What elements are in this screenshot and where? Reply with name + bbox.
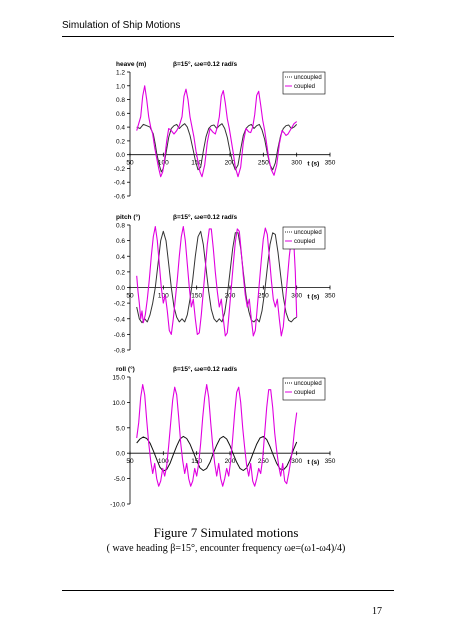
chart3-x-axis-label: t (s) — [307, 459, 319, 466]
chart1-y-tick-label: 1.0 — [116, 83, 125, 90]
chart1-legend-label-coupled: coupled — [294, 84, 315, 90]
figure-caption-subtitle: ( wave heading β=15°, encounter frequenc… — [106, 543, 346, 554]
chart2-x-tick-label: 350 — [325, 293, 336, 300]
chart3-y-tick-label: -10.0 — [110, 502, 125, 509]
chart1-y-tick-label: 0.2 — [116, 138, 125, 145]
chart3-legend-label-coupled: coupled — [294, 390, 315, 396]
chart3-legend-label-uncoupled: uncoupled — [294, 381, 322, 387]
chart1-y-axis-label: heave (m) — [116, 61, 146, 68]
chart3-y-tick-label: -5.0 — [114, 476, 126, 483]
chart1-y-tick-label: 0.0 — [116, 152, 125, 159]
header-rule — [62, 36, 394, 37]
page-number: 17 — [372, 606, 382, 617]
chart1-series-line-coupled — [136, 85, 298, 178]
chart2-y-tick-label: 0.6 — [116, 238, 125, 245]
chart2-x-tick-label: 250 — [258, 293, 269, 300]
chart3-series-line-uncoupled — [136, 435, 298, 472]
chart2-y-tick-label: -0.2 — [114, 301, 126, 308]
chart3-x-tick-label: 50 — [126, 458, 134, 465]
chart2-legend-box — [282, 226, 326, 250]
chart1-x-tick-label: 150 — [191, 160, 202, 167]
chart3-series-line-coupled — [136, 384, 298, 487]
chart1-y-tick-label: -0.6 — [114, 194, 126, 201]
chart1-x-axis-label: t (s) — [307, 161, 319, 168]
chart1-y-tick-label: 1.2 — [116, 70, 125, 77]
chart3-y-tick-label: 10.0 — [112, 400, 125, 407]
chart3-legend-box — [282, 377, 326, 401]
chart1-x-tick-label: 250 — [258, 160, 269, 167]
chart2-y-tick-label: 0.4 — [116, 254, 125, 261]
chart1-x-tick-label: 200 — [225, 160, 236, 167]
chart2-x-axis-label: t (s) — [307, 294, 319, 301]
chart3-y-tick-label: 0.0 — [116, 451, 125, 458]
chart1-y-tick-label: 0.8 — [116, 97, 125, 104]
chart1-x-tick-label: 50 — [126, 160, 134, 167]
chart1-y-tick-label: -0.2 — [114, 166, 126, 173]
chart2-x-tick-label: 300 — [291, 293, 302, 300]
chart3-y-axis-label: roll (°) — [116, 365, 135, 373]
chart3-annotation: β=15°, ωe=0.12 rad/s — [173, 365, 237, 373]
chart2-y-tick-label: -0.6 — [114, 332, 126, 339]
chart2-y-tick-label: -0.4 — [114, 316, 126, 323]
chart1-x-tick-label: 350 — [325, 160, 336, 167]
chart2-legend-label-coupled: coupled — [294, 239, 315, 245]
chart2-y-tick-label: 0.0 — [116, 285, 125, 292]
chart2-series-line-uncoupled — [136, 230, 297, 324]
chart2-annotation: β=15°, ωe=0.12 rad/s — [173, 213, 237, 221]
chart1-x-tick-label: 300 — [291, 160, 302, 167]
chart1-y-tick-label: 0.6 — [116, 111, 125, 118]
chart3-x-tick-label: 300 — [291, 458, 302, 465]
chart3-y-tick-label: 5.0 — [116, 425, 125, 432]
chart2-y-tick-label: 0.8 — [116, 223, 125, 230]
chart2-x-tick-label: 100 — [158, 293, 169, 300]
chart3-x-tick-label: 100 — [158, 458, 169, 465]
chart1-legend-label-uncoupled: uncoupled — [294, 75, 322, 81]
chart1-annotation: β=15°, ωe=0.12 rad/s — [173, 60, 237, 68]
chart2-y-tick-label: 0.2 — [116, 269, 125, 276]
chart1-y-tick-label: -0.4 — [114, 180, 126, 187]
chart3-x-tick-label: 250 — [258, 458, 269, 465]
chart1-legend-box — [282, 71, 326, 95]
chart2-legend-label-uncoupled: uncoupled — [294, 230, 322, 236]
chart2-x-tick-label: 150 — [191, 293, 202, 300]
footer-rule — [62, 590, 394, 591]
chart2-y-tick-label: -0.8 — [114, 348, 126, 355]
chart2-y-axis-label: pitch (°) — [116, 213, 140, 221]
chart2-series-line-coupled — [136, 226, 298, 337]
running-header: Simulation of Ship Motions — [62, 20, 181, 31]
chart3-x-tick-label: 350 — [325, 458, 336, 465]
chart1-y-tick-label: 0.4 — [116, 125, 125, 132]
chart2-x-tick-label: 50 — [126, 293, 134, 300]
figure-caption-title: Figure 7 Simulated motions — [153, 525, 299, 540]
chart3-y-tick-label: 15.0 — [112, 375, 125, 382]
